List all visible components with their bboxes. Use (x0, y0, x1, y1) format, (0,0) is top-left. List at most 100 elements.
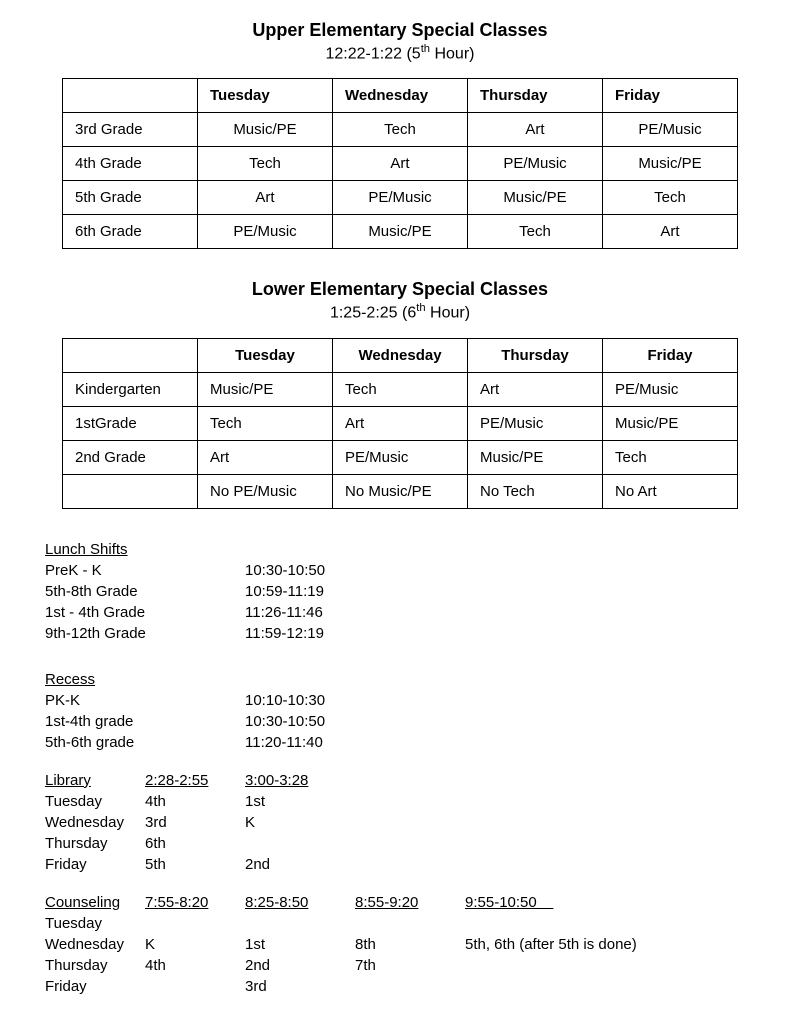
counseling-time: 8:55-9:20 (355, 892, 465, 913)
cell: Art (333, 406, 468, 440)
cell: Art (333, 147, 468, 181)
counseling-time: 9:55-10:50 (465, 892, 770, 913)
table-row: 4th Grade Tech Art PE/Music Music/PE (63, 147, 738, 181)
lower-title: Lower Elementary Special Classes (30, 279, 770, 300)
table-row: 1stGrade Tech Art PE/Music Music/PE (63, 406, 738, 440)
library-section: Library 2:28-2:55 3:00-3:28 Tuesday4th1s… (45, 770, 770, 875)
cell: No Music/PE (333, 474, 468, 508)
counseling-time: 7:55-8:20 (145, 892, 245, 913)
label: 1st-4th grade (45, 711, 245, 732)
row-label: 1stGrade (63, 406, 198, 440)
val (245, 913, 355, 934)
val: 2nd (245, 955, 355, 976)
val (465, 976, 770, 997)
cell: Tech (333, 372, 468, 406)
val: 4th (145, 955, 245, 976)
row-label: 4th Grade (63, 147, 198, 181)
counseling-section: Counseling 7:55-8:20 8:25-8:50 8:55-9:20… (45, 892, 770, 997)
counseling-heading: Counseling (45, 892, 145, 913)
cell: Art (468, 113, 603, 147)
cell: Art (603, 215, 738, 249)
upper-subtitle: 12:22-1:22 (5th Hour) (30, 43, 770, 63)
time: 10:59-11:19 (245, 581, 324, 602)
counseling-header: Counseling 7:55-8:20 8:25-8:50 8:55-9:20… (45, 892, 770, 913)
time: 11:20-11:40 (245, 732, 323, 753)
day: Friday (45, 854, 145, 875)
upper-subtitle-sup: th (421, 43, 430, 55)
cell: Music/PE (468, 440, 603, 474)
lower-subtitle-sup: th (416, 302, 425, 314)
lower-subtitle-post: Hour) (426, 305, 470, 322)
list-item: WednesdayK1st8th5th, 6th (after 5th is d… (45, 934, 770, 955)
table-header: Friday (603, 79, 738, 113)
lower-table: Tuesday Wednesday Thursday Friday Kinder… (62, 338, 738, 509)
lunch-section: Lunch Shifts PreK - K10:30-10:50 5th-8th… (45, 539, 770, 644)
val: 5th, 6th (after 5th is done) (465, 934, 770, 955)
time: 10:10-10:30 (245, 690, 325, 711)
cell: Tech (333, 113, 468, 147)
day: Wednesday (45, 812, 145, 833)
cell: Music/PE (198, 113, 333, 147)
list-item: Wednesday3rdK (45, 812, 770, 833)
day: Wednesday (45, 934, 145, 955)
list-item: 1st-4th grade10:30-10:50 (45, 711, 770, 732)
val: 4th (145, 791, 245, 812)
table-row: No PE/Music No Music/PE No Tech No Art (63, 474, 738, 508)
table-header-row: Tuesday Wednesday Thursday Friday (63, 79, 738, 113)
table-row: 3rd Grade Music/PE Tech Art PE/Music (63, 113, 738, 147)
time: 11:26-11:46 (245, 602, 323, 623)
val: 3rd (245, 976, 355, 997)
row-label: 3rd Grade (63, 113, 198, 147)
list-item: PreK - K10:30-10:50 (45, 560, 770, 581)
val: 5th (145, 854, 245, 875)
library-time1: 2:28-2:55 (145, 770, 245, 791)
cell: No PE/Music (198, 474, 333, 508)
val: K (245, 812, 355, 833)
cell: Tech (198, 147, 333, 181)
val: 1st (245, 791, 355, 812)
label: 5th-6th grade (45, 732, 245, 753)
table-header: Friday (603, 338, 738, 372)
day: Thursday (45, 955, 145, 976)
cell: PE/Music (603, 113, 738, 147)
list-item: 1st - 4th Grade 11:26-11:46 (45, 602, 770, 623)
upper-table: Tuesday Wednesday Thursday Friday 3rd Gr… (62, 78, 738, 249)
row-label: 2nd Grade (63, 440, 198, 474)
val: 2nd (245, 854, 355, 875)
cell: PE/Music (333, 440, 468, 474)
table-header-row: Tuesday Wednesday Thursday Friday (63, 338, 738, 372)
upper-subtitle-pre: 12:22-1:22 (5 (326, 45, 421, 62)
time: 11:59-12:19 (245, 623, 324, 644)
table-header: Tuesday (198, 79, 333, 113)
lower-subtitle-pre: 1:25-2:25 (6 (330, 305, 416, 322)
cell: No Tech (468, 474, 603, 508)
day: Tuesday (45, 913, 145, 934)
label: PreK - K (45, 560, 245, 581)
day: Thursday (45, 833, 145, 854)
cell: PE/Music (198, 215, 333, 249)
val: 3rd (145, 812, 245, 833)
lunch-heading: Lunch Shifts (45, 539, 770, 560)
list-item: Tuesday4th1st (45, 791, 770, 812)
list-item: Tuesday (45, 913, 770, 934)
cell: Music/PE (603, 147, 738, 181)
row-label: 6th Grade (63, 215, 198, 249)
list-item: 9th-12th Grade11:59-12:19 (45, 623, 770, 644)
lower-subtitle: 1:25-2:25 (6th Hour) (30, 302, 770, 322)
list-item: Friday5th2nd (45, 854, 770, 875)
table-header: Wednesday (333, 79, 468, 113)
cell: Tech (468, 215, 603, 249)
cell: PE/Music (468, 147, 603, 181)
val (465, 955, 770, 976)
val (465, 913, 770, 934)
cell: Art (198, 181, 333, 215)
cell: Tech (198, 406, 333, 440)
val (245, 833, 355, 854)
day: Tuesday (45, 791, 145, 812)
val (355, 913, 465, 934)
upper-subtitle-post: Hour) (430, 45, 474, 62)
cell: Music/PE (603, 406, 738, 440)
table-header: Thursday (468, 79, 603, 113)
cell: Music/PE (333, 215, 468, 249)
val (145, 976, 245, 997)
